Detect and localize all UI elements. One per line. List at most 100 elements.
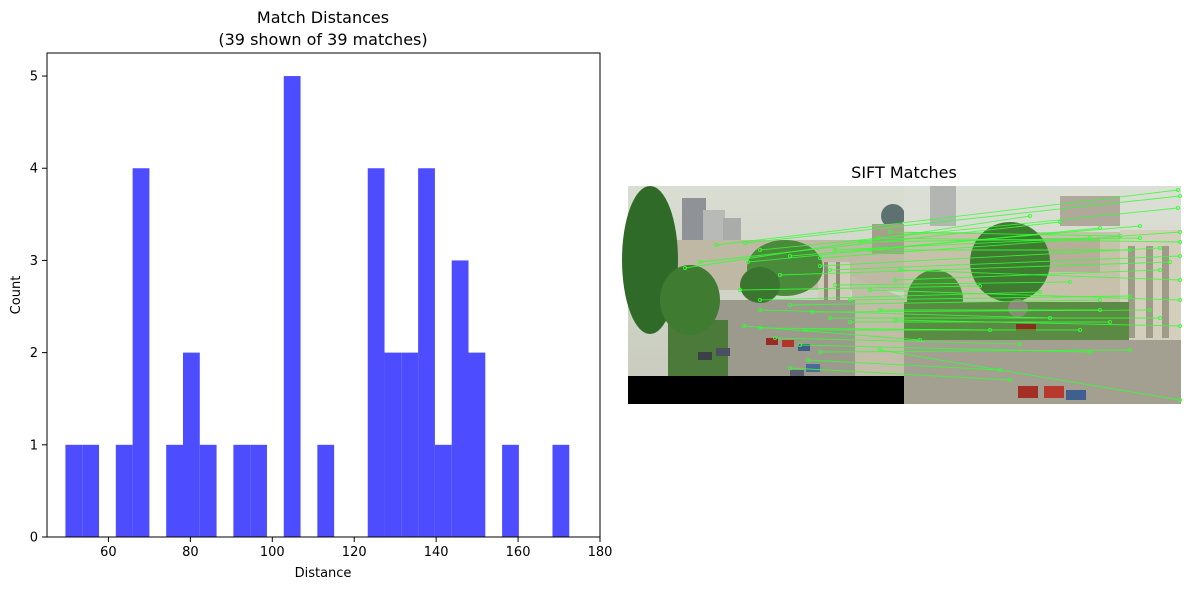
histogram-bar [250,444,267,537]
histogram-bar [367,168,385,538]
match-line [779,261,1171,276]
keypoint-marker [1098,307,1103,312]
keypoint-marker [742,323,747,328]
left-photo-padding [628,376,904,404]
keypoint-marker [1048,315,1053,320]
match-line [819,247,1161,267]
x-tick-label: 80 [182,545,199,560]
keypoint-marker [714,242,719,247]
keypoint-marker [1138,223,1143,228]
match-line [879,349,1181,401]
keypoint-marker [978,283,983,288]
keypoint-marker [806,357,811,362]
keypoint-marker [833,247,838,252]
keypoint-marker [893,317,898,322]
histogram-bar [199,444,217,537]
match-line [739,285,981,291]
histogram-bars [65,76,570,538]
y-tick-label: 3 [30,254,38,269]
keypoint-marker [818,263,823,268]
keypoint-marker [1128,293,1133,298]
x-tick-label: 60 [100,545,117,560]
match-line [759,327,991,331]
match-line [819,231,1181,259]
keypoint-marker [848,297,853,302]
x-tick-label: 160 [506,545,531,560]
keypoint-marker [1088,235,1093,240]
keypoint-marker [833,282,838,287]
histogram-bar [418,168,435,538]
histogram-bar [82,444,100,537]
keypoint-marker [798,342,803,347]
y-axis-label: Count [9,276,24,315]
histogram-bar [384,352,402,537]
x-axis-label: Distance [295,566,352,581]
match-line [819,349,1131,353]
keypoint-marker [778,272,783,277]
sift-matches-image [622,186,1183,404]
histogram-bar [132,168,150,538]
match-line [789,225,1141,257]
histogram-bar [233,444,251,537]
match-line [744,195,1181,244]
keypoint-marker [1178,397,1183,402]
keypoint-marker [858,239,863,244]
match-line [869,289,1181,301]
match-line [759,207,1179,251]
keypoint-marker [746,259,751,264]
left-photo [622,186,905,376]
keypoint-marker [738,287,743,292]
match-line [774,337,1021,345]
x-tick-label: 180 [588,545,613,560]
match-line [747,227,1101,263]
keypoint-marker [1108,319,1113,324]
match-line [759,291,1041,301]
keypoint-marker [1058,219,1063,224]
keypoint-marker [828,315,833,320]
keypoint-marker [1168,259,1173,264]
match-line [684,215,1031,269]
keypoint-marker [788,302,793,307]
match-line [789,299,1101,306]
keypoint-marker [878,307,883,312]
keypoint-marker [758,325,763,330]
keypoint-marker [743,240,748,245]
keypoint-marker [1078,327,1083,332]
keypoint-marker [1178,277,1183,282]
match-line [807,359,1001,371]
match-line [759,309,1051,319]
keypoint-marker [698,259,703,264]
keypoint-marker [1018,341,1023,346]
keypoint-marker [1176,187,1181,192]
keypoint-marker [1158,245,1163,250]
match-line [889,231,1121,237]
keypoint-marker [988,327,993,332]
keypoint-marker [1028,213,1033,218]
keypoint-marker [1068,279,1073,284]
keypoint-marker [888,229,893,234]
histogram-bar [183,352,200,537]
keypoint-marker [868,287,873,292]
keypoint-marker [898,267,903,272]
y-tick-label: 2 [30,346,38,361]
histogram-bar [552,444,570,537]
y-tick-label: 1 [30,438,38,453]
histogram-bar [166,444,183,537]
match-line [877,237,1181,243]
match-line [789,367,1011,381]
keypoint-marker [788,365,793,370]
keypoint-marker [788,253,793,258]
keypoint-marker [758,297,763,302]
keypoint-marker [1176,205,1181,210]
sift-title: SIFT Matches [851,163,957,182]
histogram-bar [502,444,519,537]
chart-subtitle: (39 shown of 39 matches) [218,30,427,49]
keypoint-marker [683,265,688,270]
y-tick-label: 4 [30,162,38,177]
keypoint-marker [1158,267,1163,272]
match-line [834,281,1071,286]
histogram-bar [65,444,83,537]
keypoint-marker [773,335,778,340]
match-lines [683,187,1183,402]
keypoint-marker [1148,307,1153,312]
